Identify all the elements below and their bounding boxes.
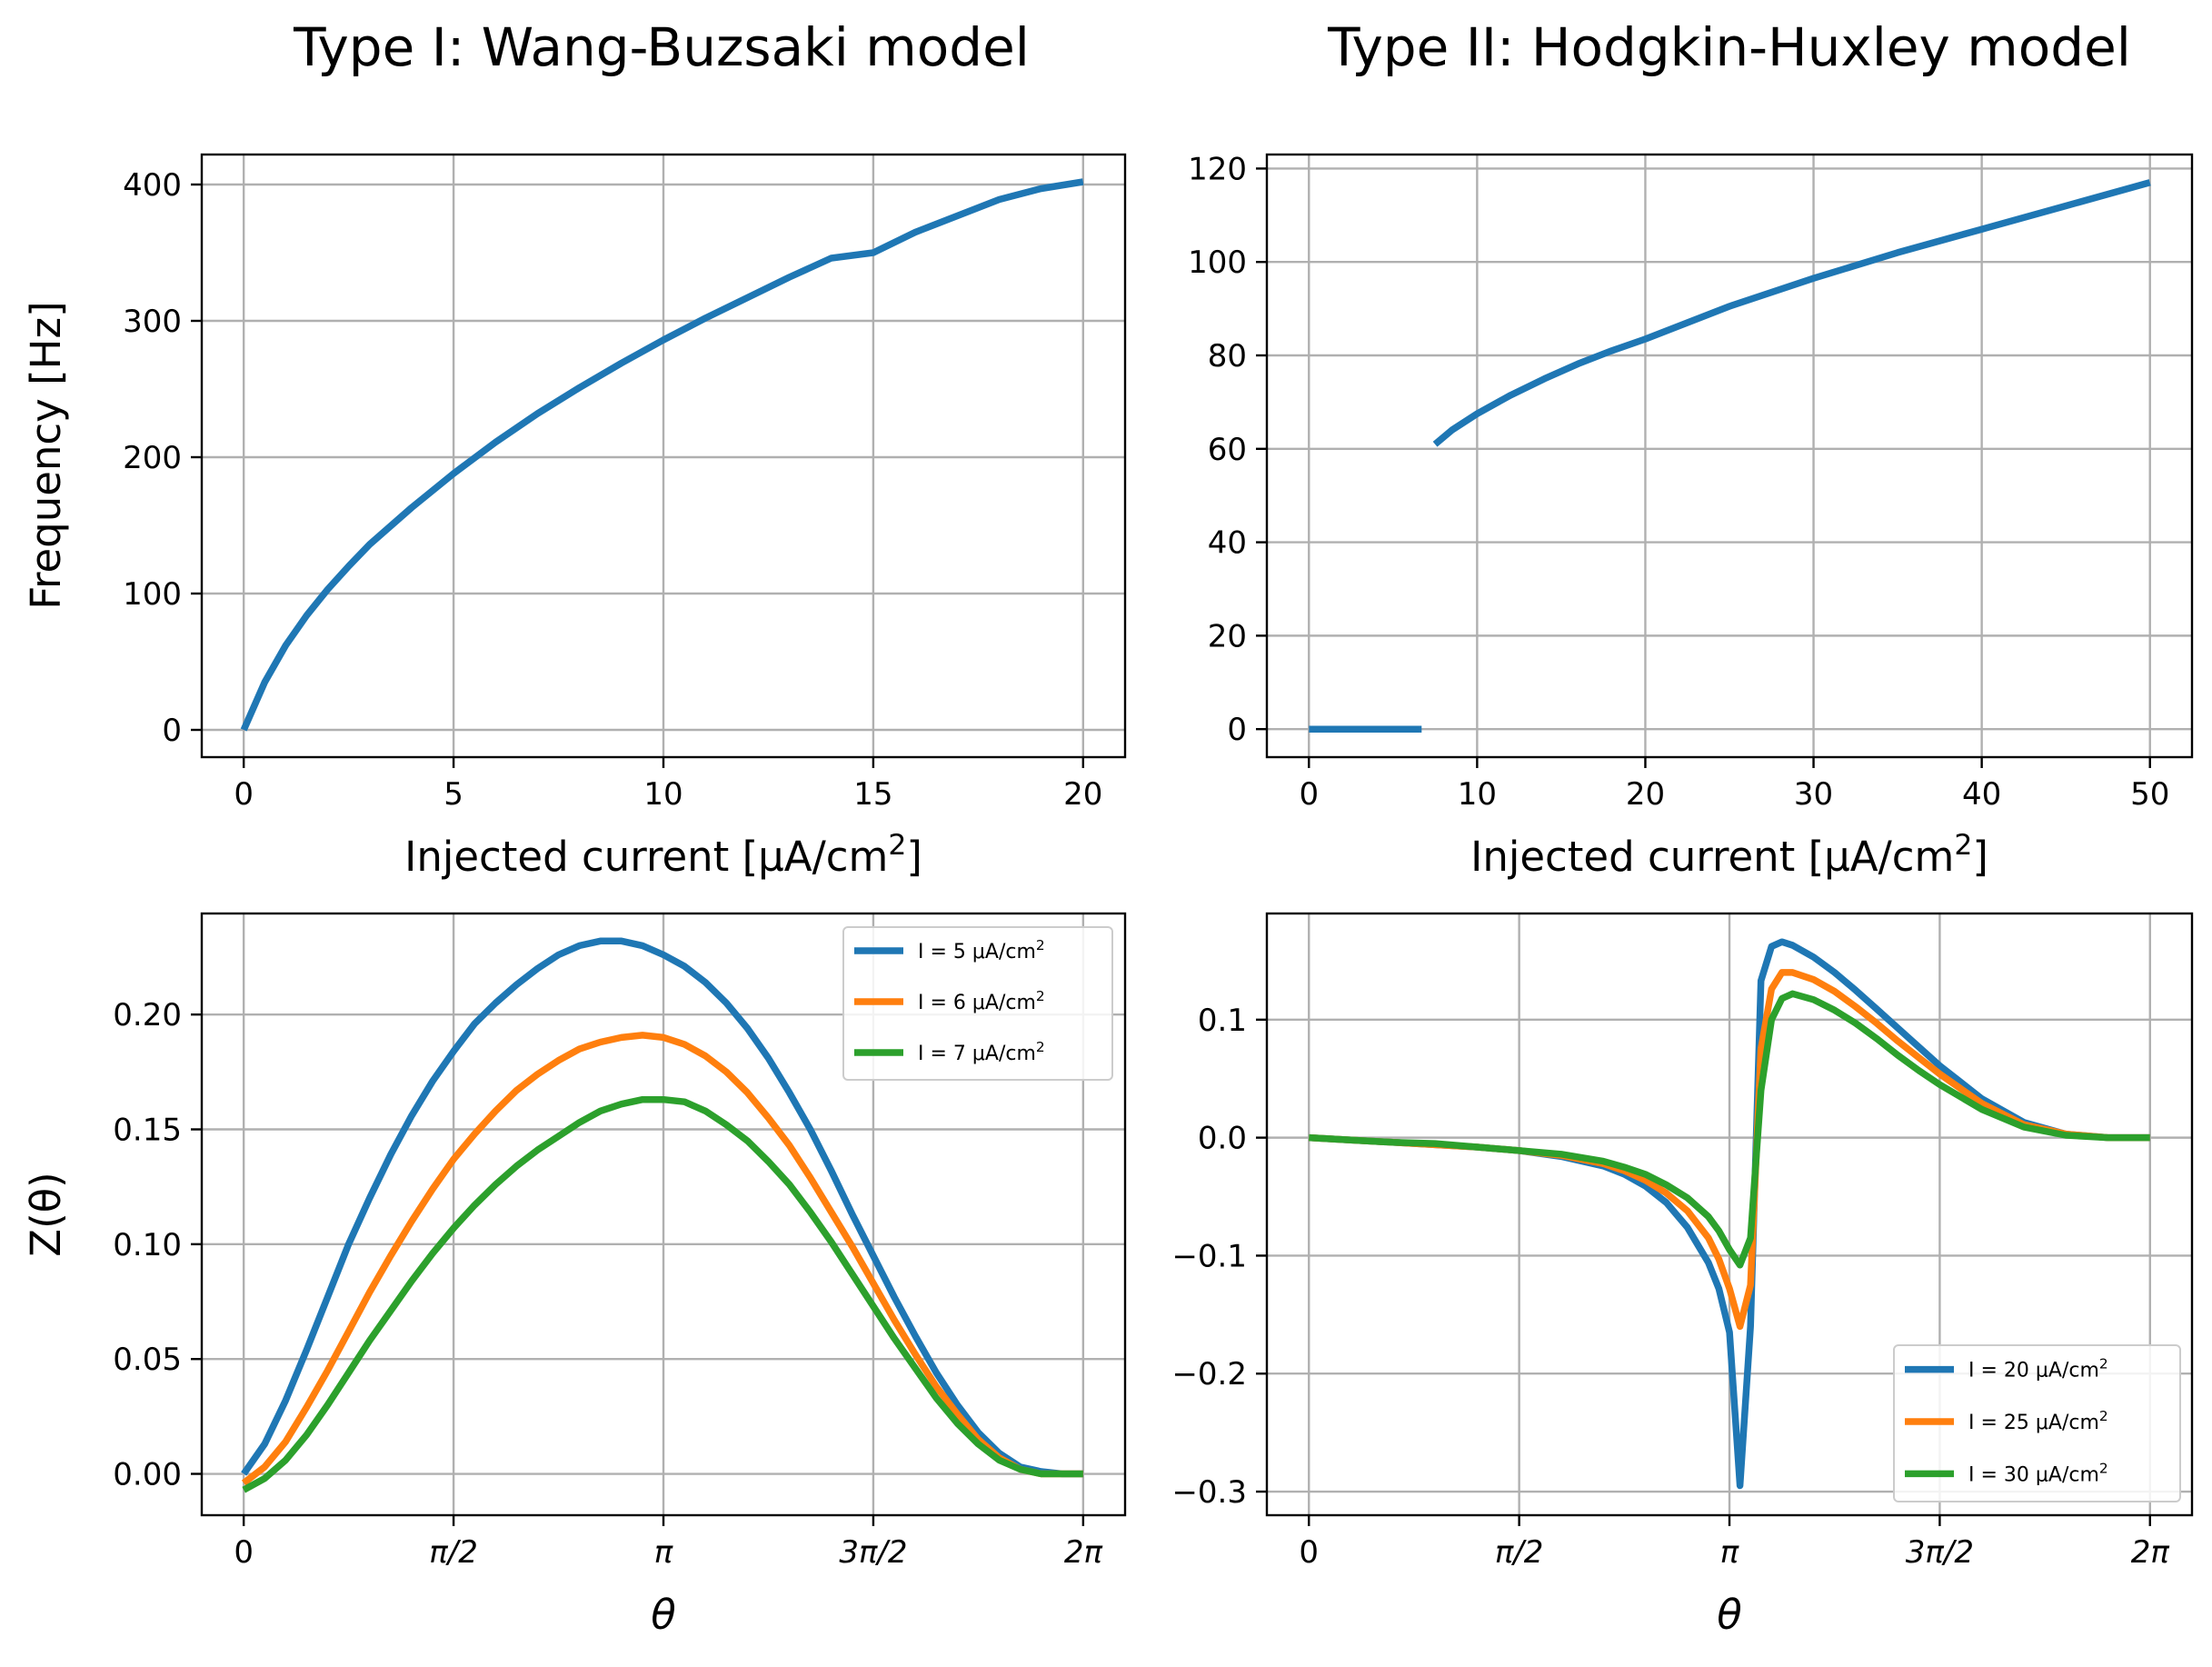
x-tick-label: 3π/2 — [1906, 1534, 1974, 1571]
y-axis-label: Z(θ) — [22, 1172, 70, 1256]
legend: I = 20 μA/cm2 I = 25 μA/cm2 I = 30 μA/cm2 — [1893, 1344, 2181, 1502]
x-tick-label: π/2 — [1495, 1534, 1544, 1571]
y-axis-label: Frequency [Hz] — [22, 301, 70, 609]
legend-box — [1893, 1344, 2181, 1502]
legend-label: I = 5 μA/cm2 — [918, 937, 1045, 963]
y-tick-label: 0.1 — [1198, 1003, 1247, 1039]
legend: I = 5 μA/cm2 I = 6 μA/cm2 I = 7 μA/cm2 — [842, 926, 1113, 1081]
x-tick-label: 0 — [1299, 1534, 1319, 1571]
x-tick-label: 0 — [1299, 776, 1319, 813]
y-tick-label: 120 — [1188, 151, 1247, 187]
x-tick-label: 10 — [1458, 776, 1497, 813]
y-tick-label: 0.0 — [1198, 1121, 1247, 1157]
legend-label: I = 6 μA/cm2 — [918, 988, 1045, 1014]
series-line-3 — [242, 1095, 1083, 1493]
y-tick-label: 100 — [123, 576, 182, 613]
x-axis-label: θ — [651, 1591, 676, 1639]
panel-hh_fi: 0 10 20 30 40 50 0 20 40 60 80 100 120 Injected curre… — [1188, 151, 2194, 881]
panel-hh_prc: 0 π/2 π 3π/2 2π −0.3 −0.2 −0.1 0.0 0.1 θ I = 20 μA/… — [1171, 912, 2194, 1639]
y-tick-label: 60 — [1208, 432, 1247, 468]
title-type-two: Type II: Hodgkin-Huxley model — [1327, 16, 2131, 78]
title-type-one: Type I: Wang-Buzsaki model — [293, 16, 1030, 78]
x-tick-label: π/2 — [429, 1534, 478, 1571]
y-tick-label: 100 — [1188, 245, 1247, 281]
x-tick-label: 3π/2 — [839, 1534, 907, 1571]
axes-frame — [200, 153, 1127, 759]
series-line-3 — [1309, 990, 2150, 1269]
x-tick-label: 20 — [1626, 776, 1665, 813]
x-tick-label: 2π — [2131, 1534, 2170, 1571]
x-tick-label: 10 — [643, 776, 683, 813]
x-axis-label: Injected current [μA/cm2] — [1470, 829, 1988, 881]
axes-frame — [200, 912, 1127, 1517]
y-tick-label: 0 — [1227, 712, 1247, 748]
axes-frame — [1265, 153, 2194, 759]
series-line-2 — [241, 1032, 1083, 1486]
y-tick-label: 0.20 — [113, 997, 182, 1033]
legend-label: I = 20 μA/cm2 — [1968, 1356, 2108, 1383]
y-tick-label: 200 — [123, 440, 182, 476]
x-tick-label: 40 — [1962, 776, 2001, 813]
y-tick-label: 0.10 — [113, 1227, 182, 1263]
y-tick-label: −0.3 — [1171, 1474, 1247, 1511]
x-tick-label: 20 — [1063, 776, 1102, 813]
legend-label: I = 30 μA/cm2 — [1968, 1460, 2108, 1486]
x-tick-label: 0 — [234, 1534, 254, 1571]
series-line-1 — [241, 937, 1083, 1478]
y-tick-label: 0.00 — [113, 1457, 182, 1493]
panel-wb_prc: 0 π/2 π 3π/2 2π 0.00 0.05 0.10 0.15 0.20 θ Z(θ) I = … — [22, 912, 1127, 1639]
x-axis-label: θ — [1717, 1591, 1742, 1639]
x-tick-label: π — [1720, 1534, 1739, 1571]
y-tick-label: 300 — [123, 304, 182, 340]
y-tick-label: 80 — [1208, 338, 1247, 374]
y-tick-label: 400 — [123, 167, 182, 204]
y-tick-label: −0.2 — [1171, 1356, 1247, 1392]
y-tick-label: −0.1 — [1171, 1238, 1247, 1274]
x-tick-label: 2π — [1064, 1534, 1103, 1571]
legend-label: I = 7 μA/cm2 — [918, 1039, 1045, 1065]
x-tick-label: 5 — [443, 776, 463, 813]
axes-frame — [1265, 912, 2194, 1517]
y-tick-label: 0.15 — [113, 1113, 182, 1149]
y-tick-label: 0 — [162, 713, 182, 749]
series-line-1 — [240, 178, 1084, 732]
x-axis-label: Injected current [μA/cm2] — [404, 829, 922, 881]
x-tick-label: 50 — [2130, 776, 2169, 813]
legend-box — [842, 926, 1113, 1081]
y-tick-label: 20 — [1208, 618, 1247, 654]
x-tick-label: 0 — [234, 776, 254, 813]
y-tick-label: 40 — [1208, 525, 1247, 562]
y-tick-label: 0.05 — [113, 1342, 182, 1378]
x-tick-label: 15 — [853, 776, 892, 813]
series-line-2 — [1432, 179, 2151, 447]
legend-label: I = 25 μA/cm2 — [1968, 1408, 2108, 1434]
x-tick-label: 30 — [1794, 776, 1833, 813]
x-tick-label: π — [654, 1534, 673, 1571]
